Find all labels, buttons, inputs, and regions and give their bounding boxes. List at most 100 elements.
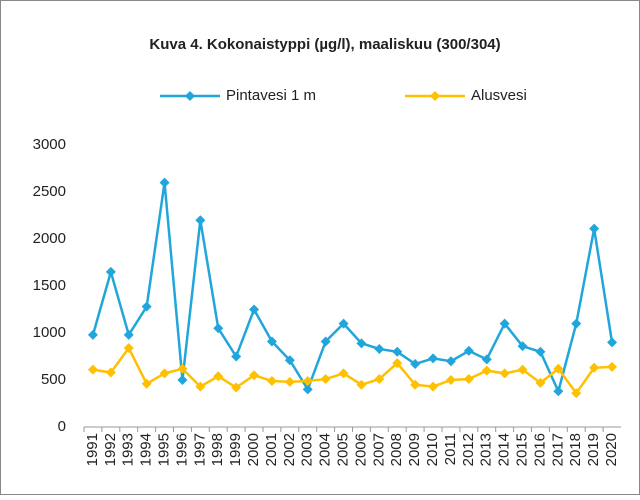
marker (284, 376, 295, 387)
x-tick-label: 1997 (191, 433, 208, 466)
x-tick-label: 2008 (388, 433, 405, 466)
marker (392, 358, 403, 369)
x-tick-label: 2020 (603, 433, 620, 466)
x-tick-label: 2003 (299, 433, 316, 466)
marker (553, 363, 564, 374)
marker (607, 337, 618, 348)
marker (320, 374, 331, 385)
marker (213, 323, 224, 334)
marker (535, 346, 546, 357)
x-tick-label: 2002 (281, 433, 298, 466)
marker (517, 364, 528, 375)
marker (428, 381, 439, 392)
marker (481, 365, 492, 376)
legend-label: Pintavesi 1 m (226, 87, 316, 104)
marker (374, 374, 385, 385)
x-tick-label: 2004 (317, 433, 334, 466)
marker (302, 375, 313, 386)
y-tick-label: 3000 (33, 136, 66, 153)
marker (123, 329, 134, 340)
x-tick-label: 1995 (156, 433, 173, 466)
x-tick-label: 2006 (352, 433, 369, 466)
marker (499, 368, 510, 379)
x-tick-label: 1992 (102, 433, 119, 466)
marker (356, 338, 367, 349)
x-tick-label: 2014 (496, 433, 513, 466)
marker (231, 351, 242, 362)
marker (105, 367, 116, 378)
x-tick-label: 2018 (567, 433, 584, 466)
y-tick-label: 2000 (33, 230, 66, 247)
x-tick-label: 1991 (84, 433, 101, 466)
marker (231, 382, 242, 393)
x-tick-label: 2017 (549, 433, 566, 466)
x-tick-label: 1998 (209, 433, 226, 466)
marker (535, 377, 546, 388)
x-tick-label: 2011 (442, 433, 459, 465)
marker (320, 336, 331, 347)
marker (517, 341, 528, 352)
marker (249, 304, 260, 315)
x-tick-label: 2007 (370, 433, 387, 466)
legend-marker (185, 91, 195, 101)
marker (571, 318, 582, 329)
marker (607, 361, 618, 372)
marker (266, 336, 277, 347)
marker (141, 301, 152, 312)
marker (463, 345, 474, 356)
marker (213, 371, 224, 382)
marker (589, 362, 600, 373)
y-tick-label: 500 (41, 371, 66, 388)
x-tick-label: 2012 (460, 433, 477, 466)
marker (177, 375, 188, 385)
marker (499, 318, 510, 329)
marker (105, 266, 116, 277)
marker (338, 318, 349, 329)
y-tick-label: 2500 (33, 183, 66, 200)
x-tick-label: 2001 (263, 433, 280, 466)
y-tick-label: 1000 (33, 324, 66, 341)
marker (87, 329, 98, 340)
legend-label: Alusvesi (471, 87, 527, 104)
x-tick-label: 2010 (424, 433, 441, 466)
marker (463, 374, 474, 385)
marker (284, 355, 295, 366)
marker (428, 353, 439, 364)
y-tick-label: 1500 (33, 277, 66, 294)
marker (356, 379, 367, 390)
marker (195, 381, 206, 392)
marker (302, 384, 313, 395)
x-tick-label: 2005 (335, 433, 352, 466)
marker (159, 368, 170, 379)
marker (410, 379, 421, 390)
marker (195, 215, 206, 226)
marker (266, 375, 277, 386)
x-tick-label: 2015 (514, 433, 531, 466)
marker (141, 378, 152, 389)
marker (159, 177, 170, 188)
x-tick-label: 1999 (227, 433, 244, 466)
marker (338, 368, 349, 379)
marker (589, 223, 600, 234)
marker (445, 356, 456, 367)
marker (177, 363, 188, 374)
x-tick-label: 2009 (406, 433, 423, 466)
y-tick-label: 0 (58, 418, 66, 435)
marker (123, 343, 134, 354)
marker (374, 343, 385, 354)
marker (87, 364, 98, 375)
x-tick-label: 2013 (478, 433, 495, 466)
marker (481, 354, 492, 365)
x-tick-label: 1993 (120, 433, 137, 466)
x-tick-label: 1996 (173, 433, 190, 466)
chart-title: Kuva 4. Kokonaistyppi (µg/l), maaliskuu … (149, 36, 500, 53)
marker (571, 388, 582, 399)
marker (249, 370, 260, 381)
x-tick-label: 2019 (585, 433, 602, 466)
legend-marker (430, 91, 440, 101)
marker (445, 375, 456, 385)
marker (553, 386, 564, 397)
x-tick-label: 2000 (245, 433, 262, 466)
